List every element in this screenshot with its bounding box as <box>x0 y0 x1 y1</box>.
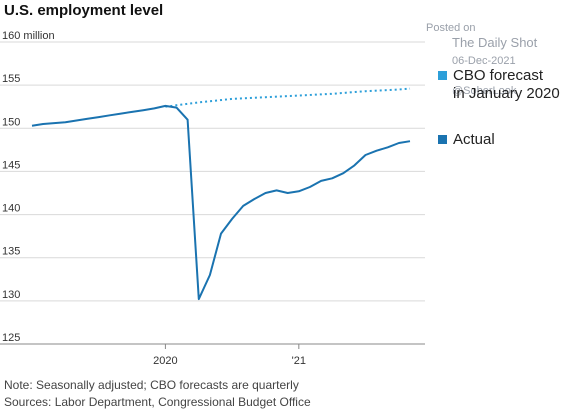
y-tick-label: 160 million <box>2 30 55 42</box>
y-tick-label: 135 <box>2 246 20 258</box>
legend: CBO forecast in January 2020 Actual <box>438 67 560 148</box>
series-line-actual <box>31 104 411 301</box>
chart-sources: Sources: Labor Department, Congressional… <box>4 395 311 409</box>
watermark: Posted on The Daily Shot 06-Dec-2021 @So… <box>426 22 538 97</box>
watermark-line-4: @SoberLook <box>452 85 517 97</box>
legend-swatch-forecast <box>438 71 447 80</box>
y-tick-label: 155 <box>2 73 20 85</box>
y-tick-label: 125 <box>2 332 20 344</box>
chart-title: U.S. employment level <box>4 2 164 19</box>
x-tick-label: 2020 <box>153 355 177 367</box>
legend-label-forecast-line-1: CBO forecast <box>453 67 544 84</box>
series-layer <box>31 87 411 301</box>
legend-swatch-actual <box>438 135 447 144</box>
series-line-forecast <box>165 87 411 108</box>
y-tick-label: 145 <box>2 159 20 171</box>
watermark-line-2: The Daily Shot <box>452 35 538 50</box>
x-tick-label: '21 <box>292 355 306 367</box>
y-tick-label: 140 <box>2 203 20 215</box>
watermark-line-3: 06-Dec-2021 <box>452 55 516 67</box>
y-tick-label: 150 <box>2 116 20 128</box>
legend-label-actual: Actual <box>453 131 495 148</box>
watermark-line-1: Posted on <box>426 22 476 34</box>
legend-label-forecast-line-2: in January 2020 <box>453 85 560 102</box>
chart-note: Note: Seasonally adjusted; CBO forecasts… <box>4 378 299 392</box>
grid-layer: 160 million 155 150 145 140 135 130 125 2020 '21 <box>0 30 425 367</box>
y-tick-label: 130 <box>2 289 20 301</box>
